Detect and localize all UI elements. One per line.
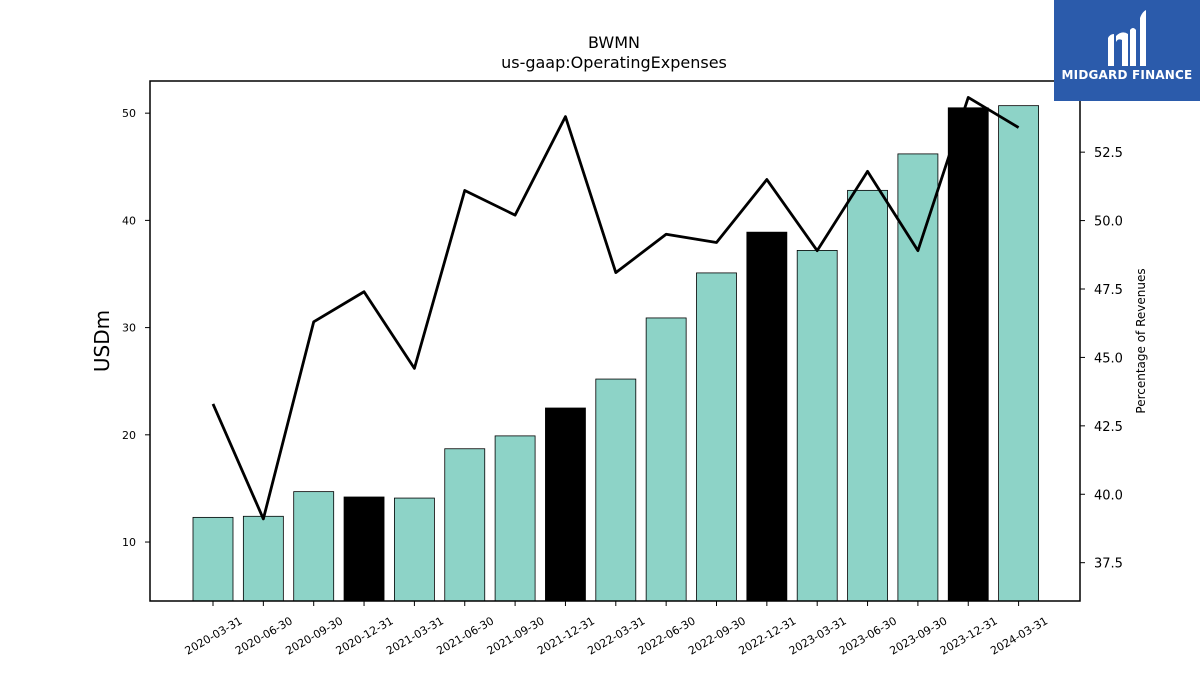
y-right-tick-label: 40.0 (1094, 488, 1123, 503)
bar-2022-06-30 (645, 317, 687, 602)
bar-2023-06-30 (847, 189, 888, 602)
y-tick-label: 50 (122, 107, 136, 120)
y-axis-right: 37.5 40.0 42.5 45.0 47.5 50.0 52.5 (1080, 146, 1123, 572)
bar-2020-03-31 (192, 516, 234, 602)
y-right-tick-label: 37.5 (1094, 557, 1123, 572)
bar-2021-03-31 (393, 497, 435, 602)
y-right-tick-label: 42.5 (1094, 420, 1123, 435)
y-right-tick-label: 52.5 (1094, 146, 1123, 161)
bars-group (192, 105, 1039, 602)
bar-2023-09-30 (897, 153, 939, 602)
bar-2023-03-31 (796, 250, 838, 602)
bar-2021-12-31 (545, 407, 586, 602)
y-axis-label: USDm (90, 310, 114, 372)
bar-2022-12-31 (746, 231, 788, 602)
plot-frame (149, 80, 1081, 602)
y-axis-label-right: Percentage of Revenues (1134, 268, 1148, 413)
logo-mark-icon (1108, 10, 1146, 66)
logo-text: MIDGARD FINANCE (1061, 68, 1193, 82)
y-right-tick-label: 50.0 (1094, 215, 1123, 230)
y-tick-label: 40 (122, 214, 136, 227)
y-right-tick-label: 47.5 (1094, 283, 1123, 298)
bar-2021-09-30 (494, 435, 536, 602)
bar-2022-09-30 (696, 272, 737, 602)
chart-subtitle: us-gaap:OperatingExpenses (501, 53, 727, 72)
bar-2022-03-31 (595, 378, 637, 602)
line-group (211, 96, 1020, 521)
y-axis-left: 10 20 30 40 50 (122, 107, 150, 549)
bar-2023-12-31 (947, 107, 989, 602)
midgard-finance-logo: MIDGARD FINANCE (1054, 0, 1200, 101)
bar-2021-06-30 (444, 448, 486, 602)
bar-2020-12-31 (343, 496, 385, 602)
y-tick-label: 20 (122, 429, 136, 442)
chart-title: BWMN (588, 33, 640, 52)
y-right-tick-label: 45.0 (1094, 351, 1123, 366)
bar-2020-09-30 (293, 491, 335, 602)
percentage-line (211, 96, 1020, 521)
bar-2020-06-30 (242, 515, 284, 602)
x-tick-label: 2024-03-31 (988, 614, 1050, 657)
y-tick-label: 30 (122, 322, 136, 335)
y-tick-label: 10 (122, 536, 136, 549)
bar-2024-03-31 (998, 105, 1039, 602)
x-axis: 2020-03-312020-06-302020-09-302020-12-31… (183, 601, 1050, 658)
